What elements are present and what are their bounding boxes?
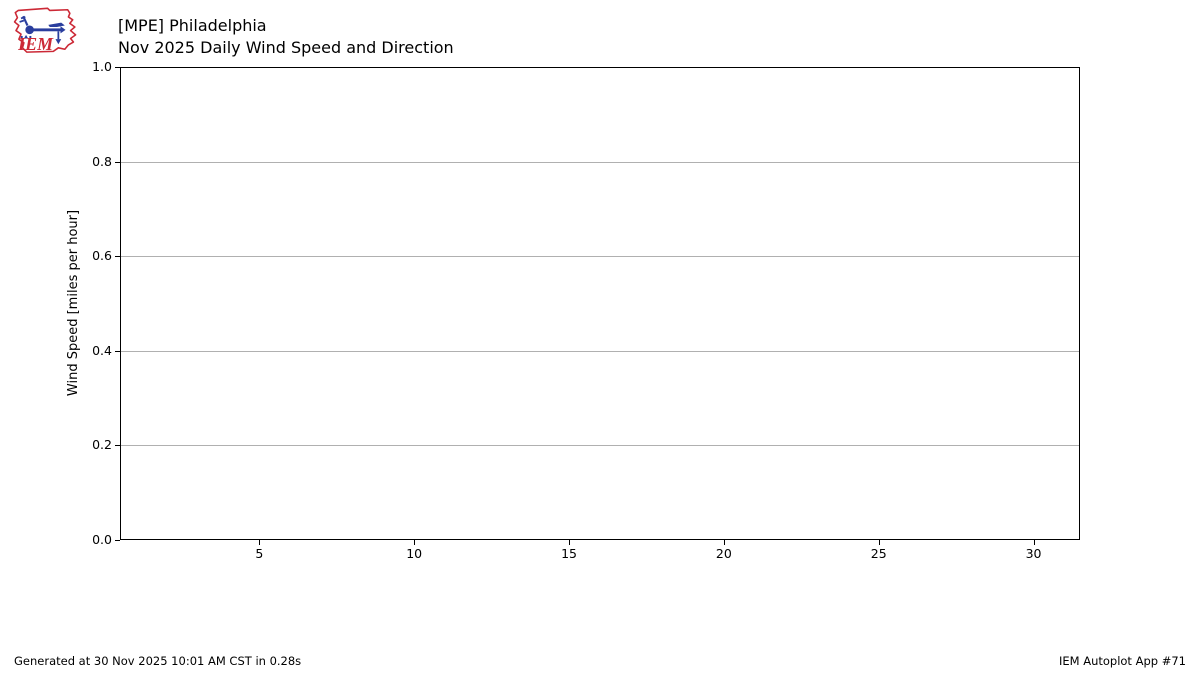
x-tick-label: 10 [406,546,423,561]
iem-logo: IEM [13,7,77,54]
y-tick-label: 0.0 [92,532,112,547]
x-tick-label: 30 [1025,546,1042,561]
x-tick-mark [569,540,571,545]
y-tick-mark [115,540,120,541]
chart-title: [MPE] Philadelphia [118,16,267,35]
y-tick-label: 0.6 [92,248,112,264]
app-credit: IEM Autoplot App #71 [1058,654,1186,668]
x-tick-mark [878,540,880,545]
chart-subtitle: Nov 2025 Daily Wind Speed and Direction [118,38,454,57]
y-gridline [121,350,1079,352]
x-tick-mark [723,540,725,545]
y-tick-mark [115,445,120,447]
y-tick-mark [115,161,120,163]
x-tick-label: 25 [870,546,887,561]
y-tick-mark [115,67,120,68]
y-axis-label: Wind Speed [miles per hour] [66,209,81,397]
y-tick-mark [115,256,120,258]
x-tick-label: 20 [715,546,732,561]
y-tick-label: 1.0 [92,59,112,74]
y-gridline [121,161,1079,163]
y-tick-mark [115,350,120,352]
y-tick-label: 0.2 [92,437,112,453]
y-gridline [121,256,1079,258]
anemometer-icon [19,15,66,45]
x-tick-mark [1033,540,1035,545]
title-block: [MPE] Philadelphia Nov 2025 Daily Wind S… [118,15,454,59]
x-tick-mark [259,540,261,545]
plot-area [120,67,1080,540]
y-gridline [121,445,1079,447]
generated-timestamp: Generated at 30 Nov 2025 10:01 AM CST in… [14,654,302,668]
x-tick-label: 5 [255,546,264,561]
x-tick-mark [414,540,416,545]
y-tick-label: 0.8 [92,153,112,169]
logo-text: IEM [17,34,54,54]
y-tick-label: 0.4 [92,342,112,358]
x-tick-label: 15 [561,546,577,561]
